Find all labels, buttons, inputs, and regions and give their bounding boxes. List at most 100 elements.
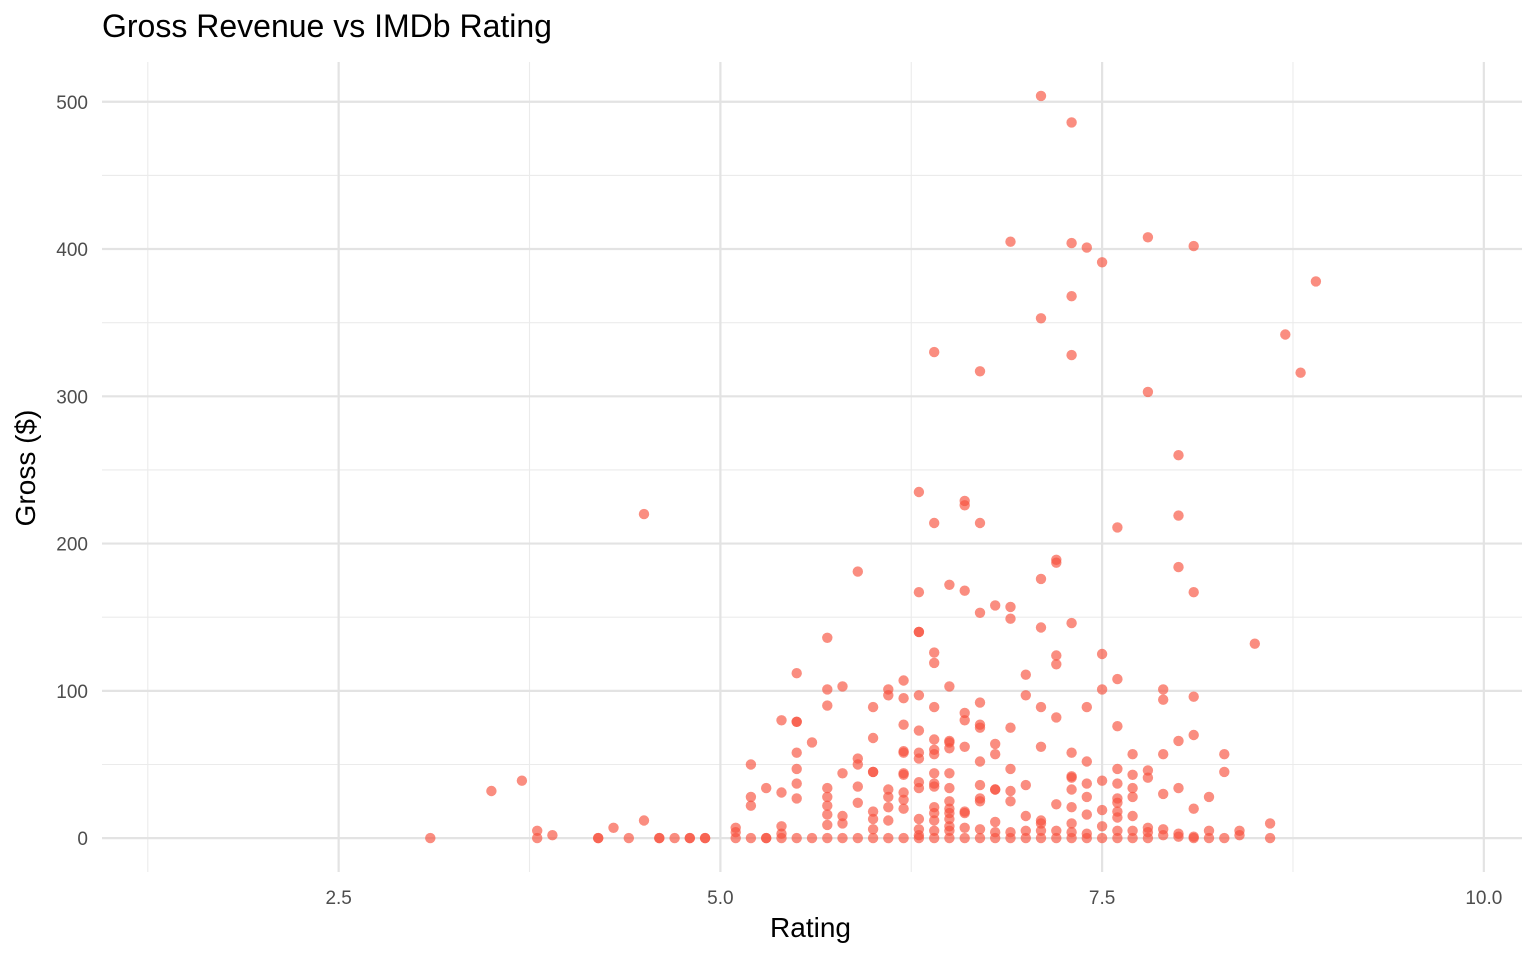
data-point (974, 517, 986, 529)
y-tick-label: 300 (56, 387, 88, 408)
data-point (1081, 832, 1093, 844)
data-point (898, 675, 909, 686)
data-point (867, 813, 879, 825)
data-point (1158, 830, 1169, 841)
data-point (1035, 90, 1047, 102)
data-point (1158, 684, 1169, 695)
data-point (791, 747, 802, 758)
major-gridlines (102, 62, 1522, 872)
data-point (776, 787, 787, 798)
data-point (837, 810, 848, 822)
data-point (929, 825, 940, 836)
data-point (913, 813, 925, 825)
data-point (1066, 832, 1077, 844)
data-point (1112, 721, 1123, 732)
data-point (1188, 240, 1199, 252)
data-point (745, 800, 757, 811)
data-point (913, 587, 925, 598)
data-point (1142, 765, 1154, 776)
data-point (791, 763, 802, 775)
data-point (852, 566, 863, 577)
data-point (1203, 832, 1215, 844)
data-point (898, 747, 909, 758)
data-point (1127, 769, 1138, 780)
data-point (1112, 522, 1123, 533)
data-point (883, 815, 894, 826)
data-point (1035, 741, 1047, 752)
data-point (959, 741, 970, 752)
data-point (425, 832, 436, 844)
x-axis-label: Rating (770, 912, 851, 943)
data-point (1020, 825, 1031, 836)
data-point (990, 784, 1001, 795)
data-point (1096, 775, 1108, 786)
y-axis-label: Gross ($) (10, 409, 41, 527)
data-point (913, 486, 925, 498)
data-point (1188, 729, 1199, 741)
data-point (1005, 796, 1016, 807)
data-point (1203, 825, 1215, 836)
y-axis-tick-labels: 0 100 200 300 400 500 (56, 93, 88, 850)
data-point (1020, 832, 1031, 844)
data-point (1096, 648, 1108, 660)
data-point (898, 803, 909, 814)
data-point (929, 657, 940, 669)
data-point (898, 794, 909, 805)
data-point (1158, 694, 1169, 705)
data-point (1127, 749, 1138, 760)
data-point (1112, 797, 1123, 808)
data-point (913, 626, 925, 638)
data-point (806, 832, 818, 844)
data-point (1142, 832, 1154, 844)
data-point (532, 825, 543, 836)
data-point (1249, 638, 1261, 649)
data-point (883, 690, 894, 701)
data-point (745, 791, 757, 803)
data-point (791, 668, 802, 679)
data-point (1188, 803, 1199, 814)
data-point (776, 832, 787, 844)
y-tick-label: 400 (56, 240, 88, 261)
data-point (1112, 763, 1123, 775)
x-tick-label: 10.0 (1465, 888, 1502, 909)
data-point (1142, 386, 1154, 398)
data-point (913, 832, 925, 844)
data-point (837, 818, 848, 829)
data-point (837, 832, 848, 844)
data-point (990, 738, 1001, 750)
data-point (761, 782, 772, 794)
data-point (929, 807, 940, 819)
data-point (1280, 329, 1291, 340)
data-point (1081, 778, 1093, 789)
data-point (1081, 809, 1093, 820)
data-point (516, 775, 528, 786)
data-point (1066, 237, 1077, 249)
data-point (959, 822, 970, 833)
data-point (929, 781, 940, 792)
data-point (1173, 735, 1184, 747)
data-point (1158, 788, 1169, 800)
data-point (1005, 785, 1016, 797)
chart-title: Gross Revenue vs IMDb Rating (102, 8, 552, 44)
data-point (974, 824, 986, 835)
data-point (1310, 276, 1322, 287)
data-point (1112, 825, 1123, 836)
y-tick-label: 500 (56, 93, 88, 114)
data-point (1096, 832, 1108, 844)
data-point (1112, 778, 1123, 789)
data-point (730, 832, 741, 844)
data-point (1066, 772, 1077, 783)
data-point (898, 832, 909, 844)
data-point (883, 802, 894, 813)
data-point (867, 732, 879, 744)
data-points (425, 90, 1322, 844)
data-point (898, 693, 909, 704)
data-point (974, 832, 986, 844)
data-point (929, 815, 940, 826)
y-tick-label: 100 (56, 682, 88, 703)
data-point (1066, 802, 1077, 813)
data-point (1158, 749, 1169, 760)
data-point (1035, 573, 1047, 585)
data-point (532, 832, 543, 844)
